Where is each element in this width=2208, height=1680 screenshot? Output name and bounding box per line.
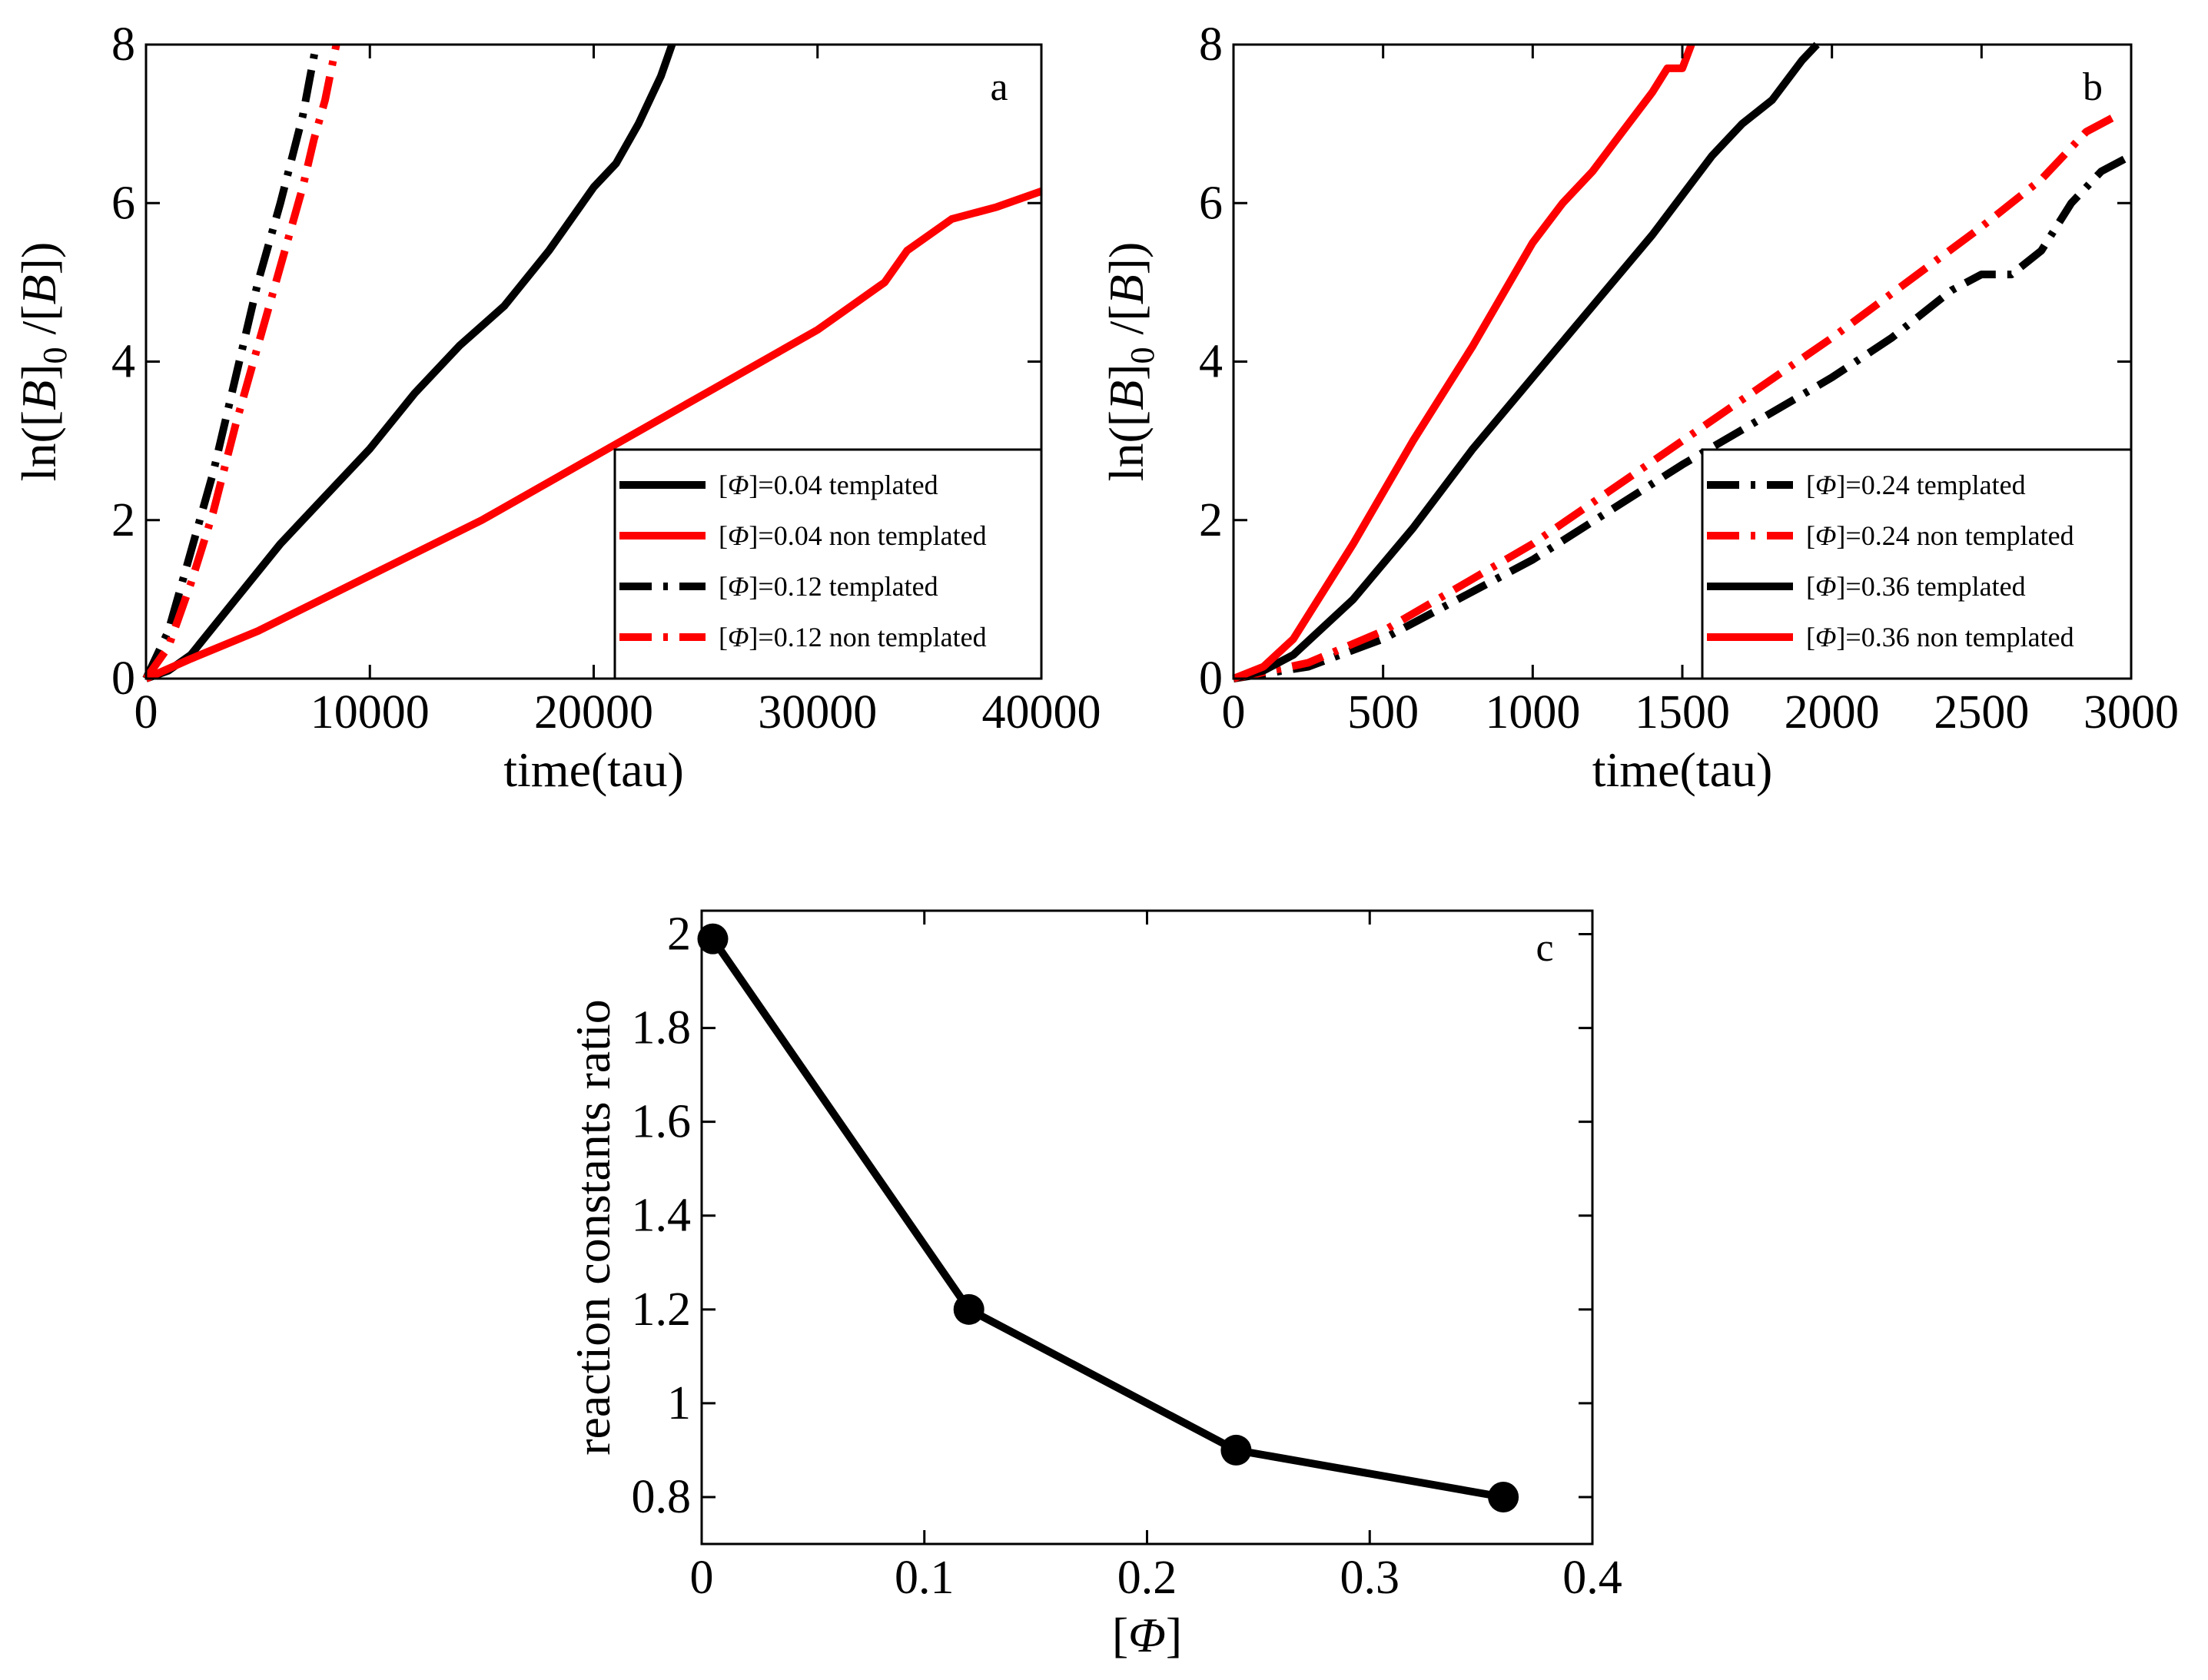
data-point-c-0 xyxy=(697,923,729,955)
y-tick-label-c-3: 1.4 xyxy=(632,1190,692,1242)
x-axis-title-a: time(tau) xyxy=(503,742,684,797)
legend-label-b-2: [Φ]=0.36 templated xyxy=(1806,571,2026,602)
y-tick-label-c-2: 1.2 xyxy=(632,1283,692,1336)
y-tick-label-a-0: 0 xyxy=(111,652,135,705)
panel-label-c: c xyxy=(1536,926,1553,970)
x-tick-label-a-3: 30000 xyxy=(758,686,877,739)
series-line-b-3 xyxy=(1232,43,1695,682)
series-line-b-2 xyxy=(1232,42,1820,682)
y-tick-label-a-4: 8 xyxy=(111,18,135,71)
x-tick-label-a-1: 10000 xyxy=(310,686,430,739)
y-tick-label-b-1: 2 xyxy=(1199,494,1223,546)
panel-b: 0 500 1000 1500 2000 2500 3000 0 2 4 6 8 b time(tau) l… xyxy=(1099,18,2179,797)
series-line-a-0 xyxy=(144,43,676,682)
panel-label-b: b xyxy=(2083,65,2103,109)
legend-label-a-2: [Φ]=0.12 templated xyxy=(719,571,938,602)
y-tick-label-c-1: 1 xyxy=(667,1377,691,1429)
legend-label-a-0: [Φ]=0.04 templated xyxy=(719,470,938,500)
x-tick-label-b-4: 2000 xyxy=(1785,686,1880,739)
y-tick-label-a-1: 2 xyxy=(111,494,135,546)
y-tick-label-a-3: 6 xyxy=(111,177,135,229)
x-tick-label-c-0: 0 xyxy=(690,1552,714,1604)
y-tick-label-b-2: 4 xyxy=(1199,336,1223,388)
x-tick-label-a-4: 40000 xyxy=(982,686,1101,739)
series-line-a-3 xyxy=(142,44,340,681)
x-tick-label-b-6: 3000 xyxy=(2083,686,2179,739)
panel-c: 0 0.1 0.2 0.3 0.4 0.8 1 1.2 1.4 1.6 1.8 2 c [Φ] reacti… xyxy=(566,908,1622,1662)
y-tick-label-b-3: 6 xyxy=(1199,177,1223,229)
series-line-b-0 xyxy=(1233,151,2133,682)
legend-label-b-0: [Φ]=0.24 templated xyxy=(1806,470,2026,500)
x-axis-title-b: time(tau) xyxy=(1592,742,1773,797)
y-tick-label-b-4: 8 xyxy=(1199,18,1223,71)
series-line-b-1 xyxy=(1232,112,2118,682)
panel-label-a: a xyxy=(990,65,1008,109)
y-tick-label-c-6: 2 xyxy=(667,908,691,961)
y-axis-title-c: reaction constants ratio xyxy=(566,999,620,1456)
x-tick-label-b-0: 0 xyxy=(1222,686,1246,739)
x-tick-label-b-5: 2500 xyxy=(1934,686,2029,739)
x-axis-title-c: [Φ] xyxy=(1112,1608,1182,1662)
legend-label-a-3: [Φ]=0.12 non templated xyxy=(719,622,987,652)
y-tick-label-c-5: 1.8 xyxy=(632,1002,692,1054)
x-tick-label-a-2: 20000 xyxy=(534,686,653,739)
x-tick-label-c-4: 0.4 xyxy=(1562,1552,1622,1604)
y-axis-title-a: ln([B]0 /[B]) xyxy=(12,242,74,482)
y-tick-label-c-4: 1.6 xyxy=(632,1096,692,1148)
y-axis-title-b: ln([B]0 /[B]) xyxy=(1099,242,1161,482)
y-tick-label-a-2: 4 xyxy=(111,336,135,388)
series-line-a-2 xyxy=(142,44,320,681)
series-line-c-0 xyxy=(709,936,1504,1501)
x-tick-label-b-3: 1500 xyxy=(1635,686,1730,739)
legend-label-b-3: [Φ]=0.36 non templated xyxy=(1806,622,2074,652)
x-tick-label-b-1: 500 xyxy=(1347,686,1419,739)
legend-label-b-1: [Φ]=0.24 non templated xyxy=(1806,520,2074,551)
series-line-a-1 xyxy=(144,188,1043,682)
x-tick-label-c-3: 0.3 xyxy=(1340,1552,1400,1604)
x-tick-label-b-2: 1000 xyxy=(1485,686,1580,739)
y-tick-label-b-0: 0 xyxy=(1199,652,1223,705)
y-tick-label-c-0: 0.8 xyxy=(632,1471,692,1523)
legend-label-a-1: [Φ]=0.04 non templated xyxy=(719,520,987,551)
data-point-c-3 xyxy=(1488,1481,1519,1512)
data-point-c-1 xyxy=(953,1293,984,1325)
x-tick-label-c-1: 0.1 xyxy=(895,1552,955,1604)
x-tick-label-a-0: 0 xyxy=(134,686,158,739)
x-tick-label-c-2: 0.2 xyxy=(1117,1552,1177,1604)
panel-a: 0 10000 20000 30000 40000 0 2 4 6 8 a time(tau) ln([… xyxy=(12,18,1101,797)
data-point-c-2 xyxy=(1220,1434,1252,1466)
